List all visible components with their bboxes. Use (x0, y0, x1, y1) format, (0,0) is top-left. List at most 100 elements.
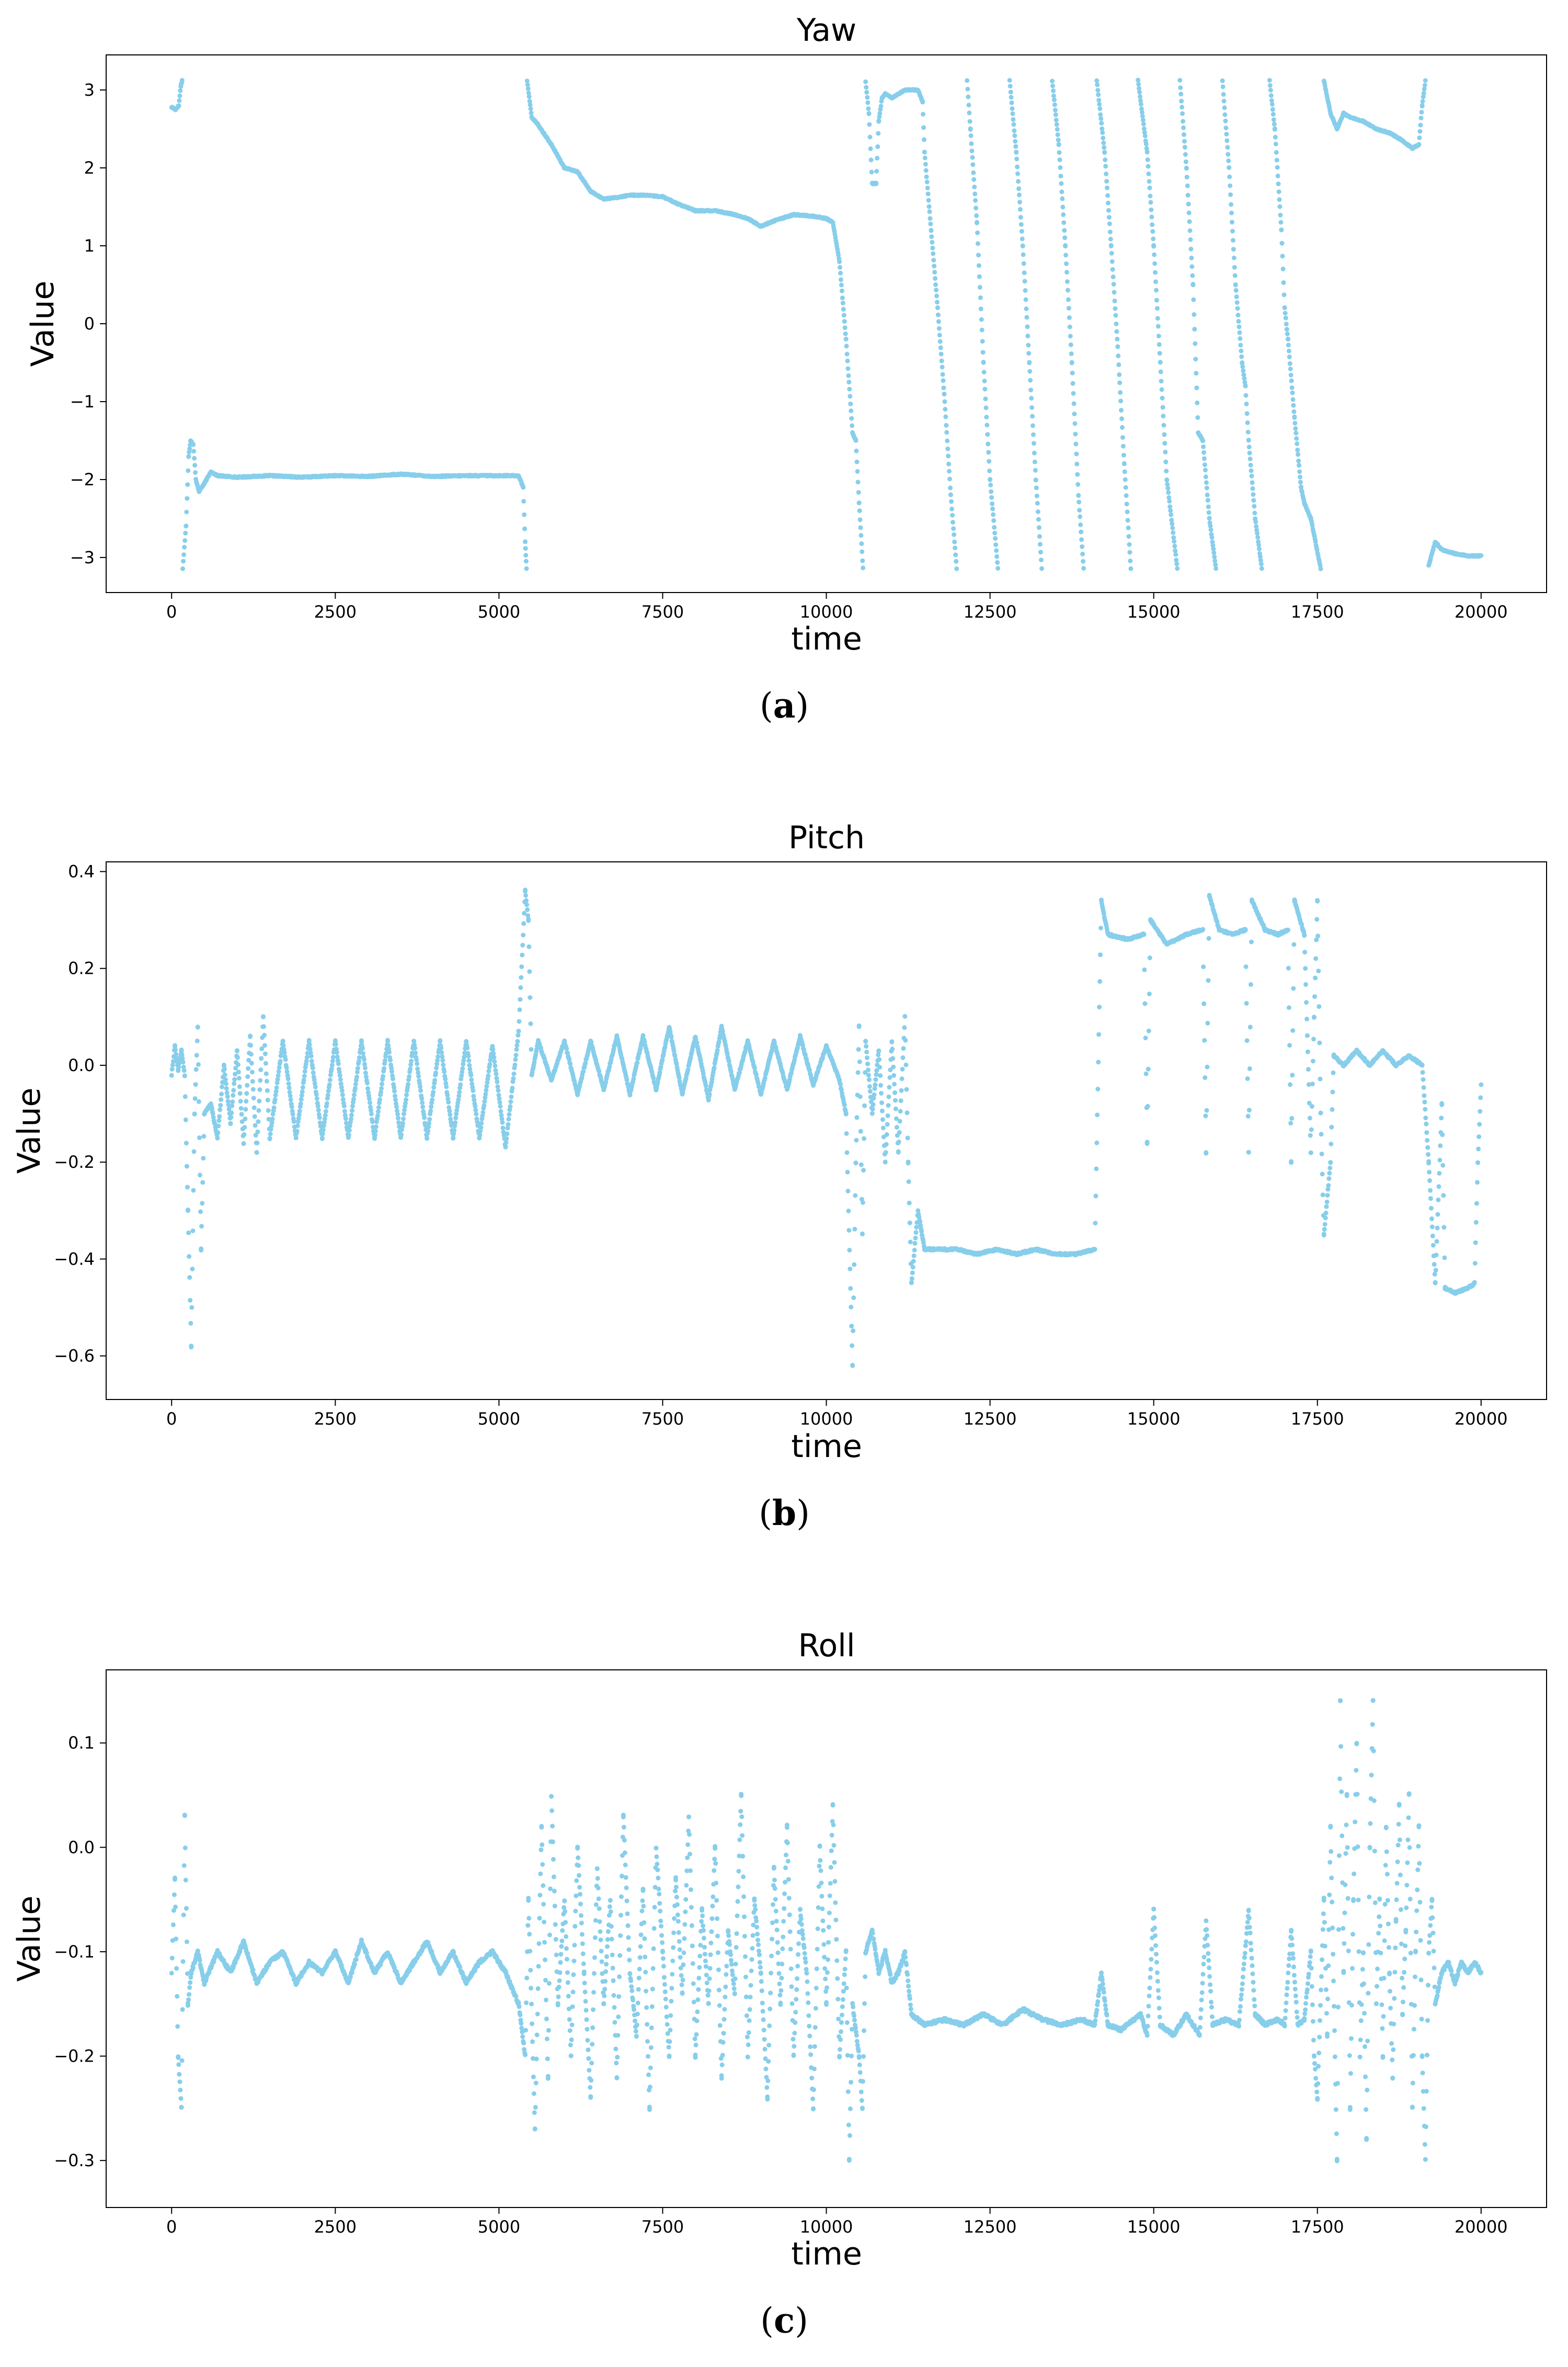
data-point (379, 1086, 384, 1091)
data-point (867, 122, 872, 127)
data-point (1329, 1142, 1334, 1146)
data-point (524, 78, 530, 84)
data-point (1139, 110, 1144, 115)
data-point (1159, 379, 1164, 384)
data-point (453, 1120, 458, 1125)
data-point (342, 1109, 347, 1114)
data-point (1100, 126, 1105, 131)
data-point (261, 1024, 266, 1029)
data-point (1175, 566, 1180, 571)
data-point (1077, 508, 1082, 513)
data-point (937, 339, 943, 344)
data-point (353, 1082, 358, 1087)
data-point (1032, 450, 1037, 456)
data-point (1125, 518, 1130, 523)
data-point (846, 1228, 852, 1233)
data-point (471, 1088, 476, 1093)
data-point (1171, 535, 1176, 540)
data-point (446, 1100, 451, 1105)
data-point (1039, 566, 1044, 571)
data-point (1035, 500, 1040, 506)
data-point (187, 446, 192, 451)
data-point (466, 1058, 472, 1063)
data-point (842, 319, 847, 324)
data-point (1143, 1035, 1148, 1041)
data-point (1178, 92, 1184, 97)
data-point (1200, 927, 1206, 932)
data-point (1126, 534, 1131, 539)
data-point (514, 1043, 520, 1048)
data-point (1119, 416, 1124, 422)
data-point (375, 1113, 380, 1118)
data-point (1153, 279, 1158, 285)
data-point (993, 536, 998, 541)
data-point (1098, 926, 1103, 930)
data-point (1111, 274, 1116, 279)
data-point (1156, 334, 1161, 338)
data-point (912, 1241, 918, 1246)
data-point (192, 463, 198, 468)
data-point (1258, 557, 1263, 563)
data-point (1095, 1112, 1100, 1118)
data-point (928, 221, 933, 226)
data-point (940, 372, 945, 377)
data-point (1172, 543, 1177, 549)
data-point (864, 85, 869, 90)
data-point (1233, 288, 1239, 293)
data-point (191, 1188, 196, 1193)
data-point (1311, 1015, 1317, 1020)
data-point (877, 1065, 883, 1070)
data-point (1152, 252, 1157, 257)
data-point (884, 1142, 889, 1147)
data-point (271, 1105, 277, 1110)
data-point (1310, 1059, 1315, 1064)
data-point (1055, 127, 1060, 132)
data-point (1192, 326, 1197, 332)
data-point (1311, 1037, 1316, 1042)
data-point (181, 1064, 186, 1069)
data-point (876, 1048, 882, 1053)
data-point (377, 1097, 382, 1102)
data-point (985, 432, 990, 437)
data-point (854, 448, 859, 453)
data-point (1142, 133, 1148, 139)
data-point (860, 549, 865, 554)
data-point (1060, 204, 1066, 210)
data-point (847, 1247, 852, 1253)
data-point (498, 1104, 503, 1109)
data-point (1211, 547, 1216, 552)
data-point (525, 86, 531, 92)
data-point (495, 1079, 500, 1085)
data-point (1236, 318, 1241, 324)
data-point (238, 1099, 243, 1104)
data-point (859, 1162, 864, 1167)
data-point (511, 1071, 517, 1076)
data-point (198, 1209, 203, 1214)
data-point (1075, 472, 1080, 477)
data-point (427, 1117, 432, 1122)
data-point (979, 317, 984, 322)
data-point (1073, 441, 1079, 447)
data-point (1181, 125, 1186, 130)
data-point (1250, 486, 1255, 491)
data-point (989, 495, 994, 500)
data-point (169, 1073, 174, 1078)
data-point (1117, 372, 1122, 377)
data-point (322, 1117, 327, 1121)
data-point (1294, 436, 1299, 441)
data-point (191, 449, 197, 454)
data-point (1115, 336, 1120, 342)
data-point (257, 1098, 262, 1103)
data-point (1050, 83, 1055, 88)
data-point (863, 79, 868, 84)
data-point (1276, 181, 1281, 187)
data-point (1097, 1005, 1102, 1010)
data-point (1189, 264, 1195, 269)
data-point (987, 468, 992, 473)
data-point (518, 985, 523, 990)
data-point (1168, 508, 1173, 513)
data-point (404, 1097, 408, 1102)
data-point (988, 482, 993, 487)
data-point (415, 1061, 420, 1066)
